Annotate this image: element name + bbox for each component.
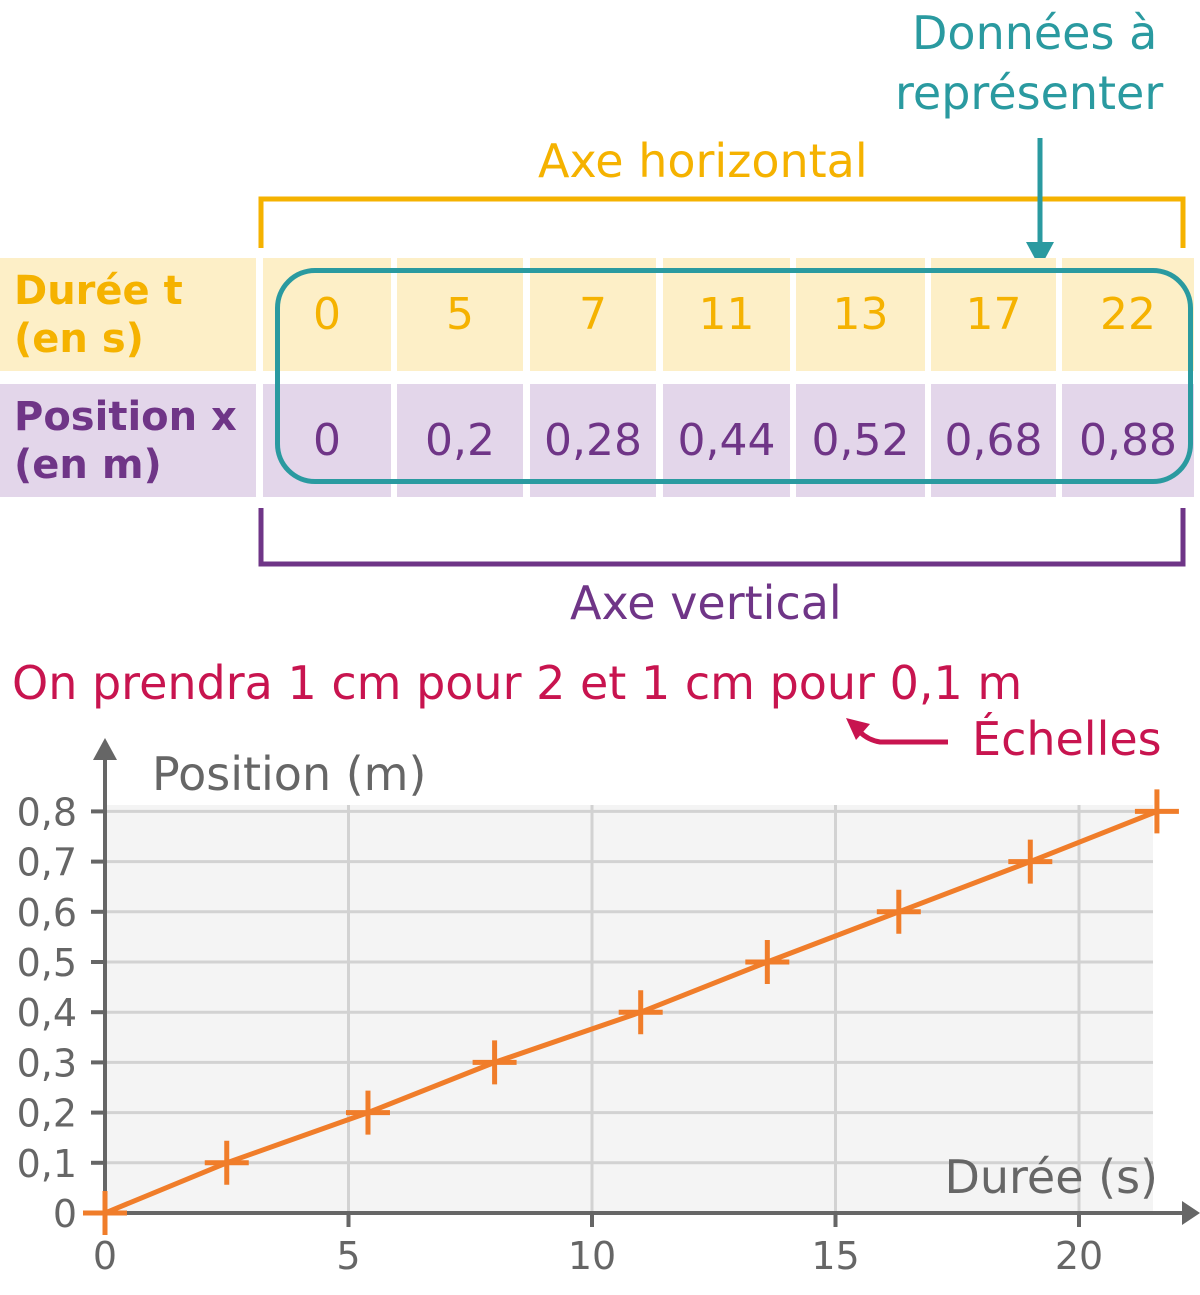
time-cell-1: 5 <box>397 258 523 371</box>
y-tick-label-3: 0,3 <box>17 1041 77 1085</box>
y-axis-arrow <box>93 738 117 760</box>
series-layer <box>83 789 1179 1235</box>
x-tick-label-0: 0 <box>93 1234 117 1278</box>
data-label-line2: représenter <box>895 66 1164 120</box>
time-header-line2: (en s) <box>14 315 144 362</box>
data-point-2 <box>345 1090 390 1135</box>
y-tick-label-7: 0,7 <box>17 841 77 885</box>
data-point-6 <box>876 889 921 934</box>
x-tick-label-1: 5 <box>336 1234 360 1278</box>
y-tick-label-2: 0,2 <box>17 1092 77 1136</box>
time-cell-3: 11 <box>663 258 790 371</box>
time-cell-5: 17 <box>931 258 1056 371</box>
horizontal-axis-bracket <box>258 196 1186 248</box>
y-tick-label-6: 0,6 <box>17 891 77 935</box>
position-time-chart: 0 0,1 0,2 0,3 0,4 0,5 0,6 0,7 0,8 0 5 10 15 20 Positi… <box>17 738 1200 1278</box>
position-cell-2: 0,28 <box>530 384 656 497</box>
data-arrow-head <box>1026 242 1054 268</box>
horizontal-axis-label: Axe horizontal <box>538 134 868 188</box>
data-point-5 <box>745 940 790 984</box>
time-header-line1: Durée t <box>14 267 183 314</box>
data-point-0 <box>83 1191 127 1235</box>
scales-arrow <box>846 718 948 745</box>
data-point-8 <box>1134 789 1179 834</box>
data-label-line1: Données à <box>912 6 1158 60</box>
time-cell-4: 13 <box>796 258 925 371</box>
x-axis-title: Durée (s) <box>944 1150 1158 1204</box>
scale-instruction: On prendra 1 cm pour 2 et 1 cm pour 0,1 … <box>12 656 1023 710</box>
position-header-line1: Position x <box>14 393 237 440</box>
vertical-axis-label: Axe vertical <box>570 576 842 630</box>
time-header: Durée t (en s) <box>0 258 256 371</box>
position-cell-6: 0,88 <box>1062 384 1194 497</box>
vertical-axis-bracket <box>258 508 1186 567</box>
position-cell-5: 0,68 <box>931 384 1056 497</box>
y-tick-label-4: 0,4 <box>17 991 77 1035</box>
position-header-line2: (en m) <box>14 441 162 488</box>
y-tick-label-0: 0 <box>53 1192 77 1236</box>
axes <box>93 738 1200 1225</box>
position-header: Position x (en m) <box>0 384 256 497</box>
position-cell-0: 0 <box>263 384 391 497</box>
time-cell-0: 0 <box>263 258 391 371</box>
scales-label: Échelles <box>972 712 1162 766</box>
x-axis-arrow <box>1182 1201 1200 1225</box>
position-cell-1: 0,2 <box>397 384 523 497</box>
ticks: 0 0,1 0,2 0,3 0,4 0,5 0,6 0,7 0,8 0 5 10 15 20 <box>17 790 1104 1278</box>
time-cell-2: 7 <box>530 258 656 371</box>
data-point-4 <box>618 990 663 1035</box>
y-tick-label-5: 0,5 <box>17 941 77 985</box>
data-highlight-box <box>275 268 1193 484</box>
y-axis-title: Position (m) <box>152 747 426 801</box>
data-point-3 <box>472 1040 517 1085</box>
y-tick-label-8: 0,8 <box>17 790 77 834</box>
x-tick-label-2: 10 <box>568 1234 616 1278</box>
data-point-1 <box>204 1140 249 1185</box>
x-tick-label-3: 15 <box>811 1234 859 1278</box>
x-tick-label-4: 20 <box>1055 1234 1103 1278</box>
data-point-7 <box>1008 839 1053 884</box>
position-cell-3: 0,44 <box>663 384 790 497</box>
position-cell-4: 0,52 <box>796 384 925 497</box>
annotation-shapes <box>258 138 1186 567</box>
y-tick-label-1: 0,1 <box>17 1142 77 1186</box>
